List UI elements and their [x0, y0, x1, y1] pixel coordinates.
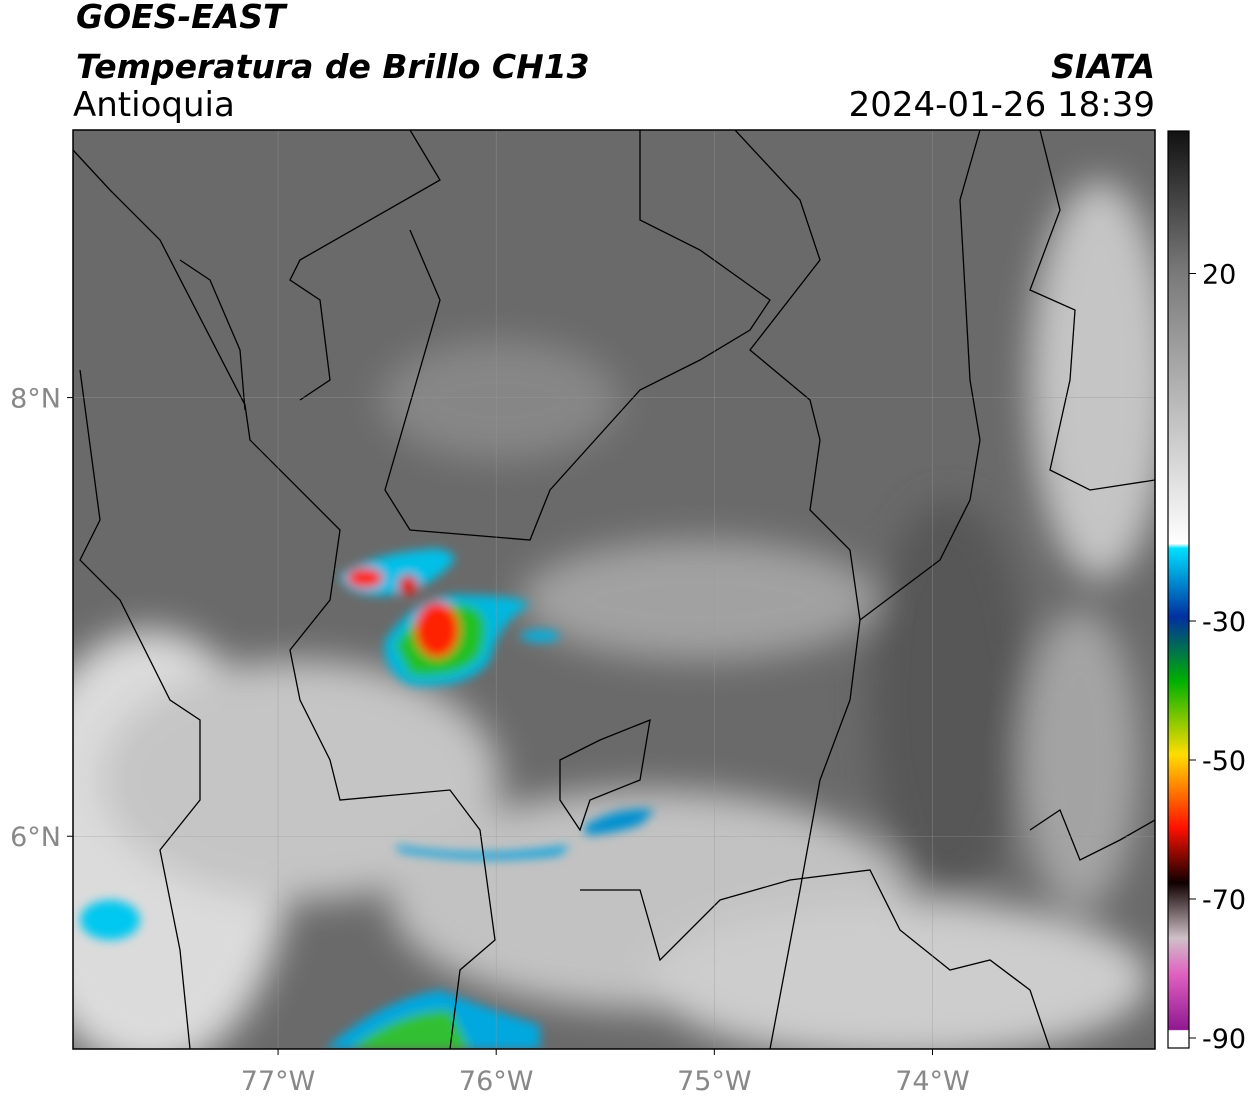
map-frame — [72, 129, 1156, 1050]
x-tick-label: 74°W — [895, 1066, 970, 1097]
y-tick-label: 6°N — [10, 822, 61, 853]
colorbar-tick-label: -50 — [1202, 746, 1246, 777]
x-tick-label: 75°W — [677, 1066, 752, 1097]
source: SIATA — [1051, 47, 1155, 86]
satellite-image — [73, 130, 1155, 1049]
subtitle: Temperatura de Brillo CH13 — [76, 47, 590, 86]
region: Antioquia — [73, 85, 235, 125]
colorbar-tick-label: -70 — [1202, 885, 1246, 916]
x-tick-label: 77°W — [241, 1066, 316, 1097]
colorbar-tick-label: -90 — [1202, 1024, 1246, 1055]
title: GOES-EAST — [76, 0, 288, 36]
datetime: 2024-01-26 18:39 — [849, 85, 1155, 125]
y-tick-label: 8°N — [10, 384, 61, 415]
colorbar — [1167, 130, 1190, 1049]
colorbar-tick-label: -30 — [1202, 607, 1246, 638]
x-tick-label: 76°W — [459, 1066, 534, 1097]
colorbar-tick-label: 20 — [1202, 260, 1236, 291]
